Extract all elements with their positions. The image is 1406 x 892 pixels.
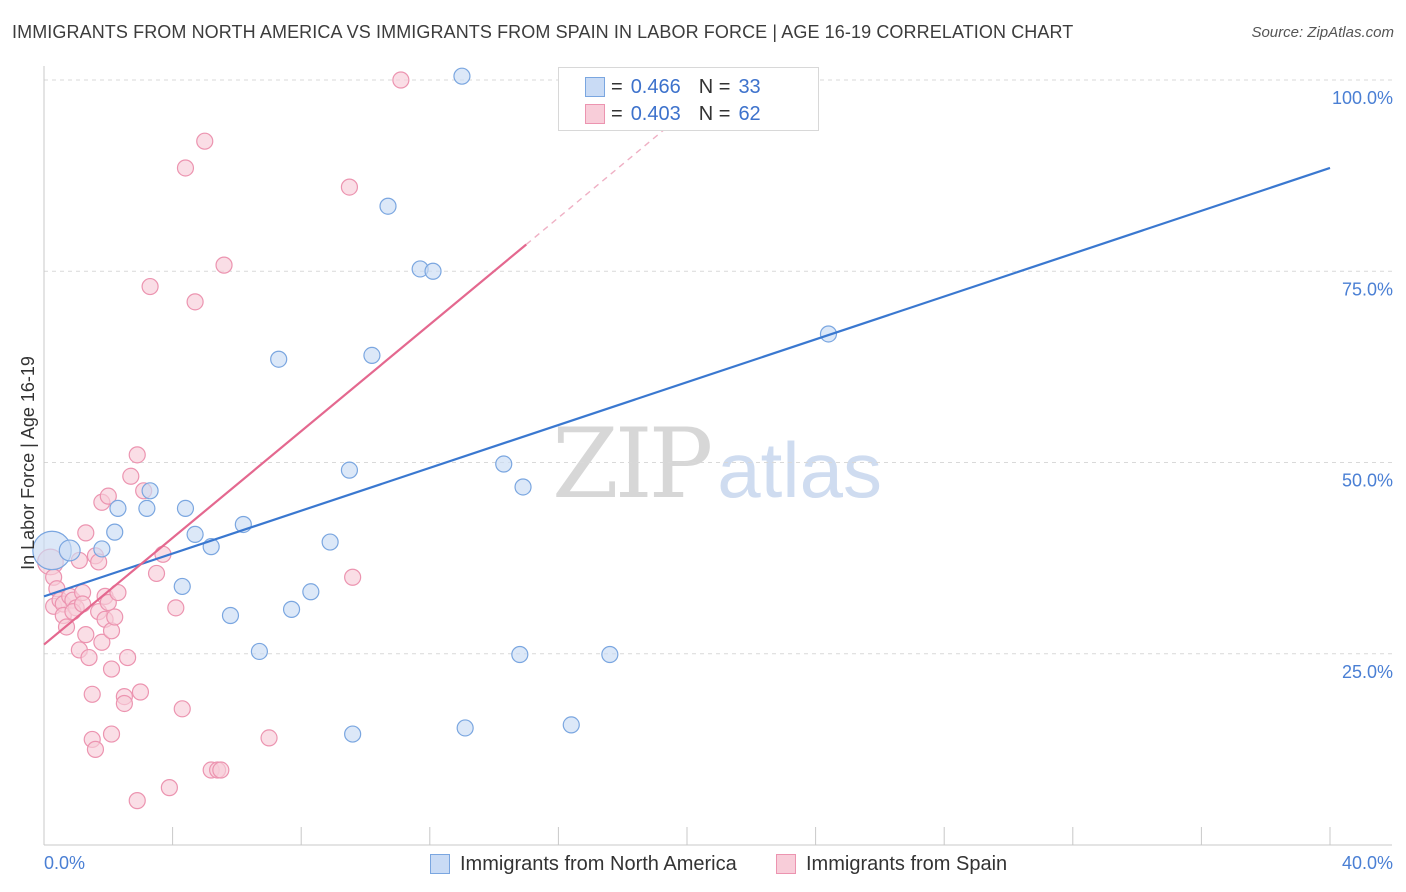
north-america-point — [302, 583, 320, 601]
spain-point — [392, 71, 410, 89]
legend-n-value: 33 — [738, 75, 761, 98]
legend-n-label: N = — [698, 75, 731, 98]
spain-point — [215, 256, 233, 274]
x-tick-label: 40.0% — [1342, 853, 1393, 873]
north-america-point — [176, 499, 195, 517]
north-america-point — [363, 346, 381, 364]
legend-row-north-america: R = 0.466 N = 33 — [585, 75, 761, 99]
north-america-point — [344, 725, 362, 743]
north-america-point — [453, 67, 471, 85]
y-tick-label: 75.0% — [1342, 279, 1393, 299]
y-tick-label: 25.0% — [1342, 662, 1393, 682]
legend-item-north-america: Immigrants from North America — [430, 851, 737, 877]
north-america-point — [173, 577, 191, 596]
spain-point — [73, 595, 92, 613]
north-america-point — [282, 600, 301, 618]
legend-label: Immigrants from North America — [460, 852, 737, 875]
spain-point — [102, 660, 121, 678]
spain-point — [128, 446, 146, 464]
spain-point — [77, 524, 95, 542]
legend-r-value: 0.466 — [630, 75, 681, 98]
correlation-legend: R = 0.466 N = 33 R = 0.403 N = 62 — [558, 67, 819, 131]
north-america-point — [58, 539, 81, 562]
north-america-point — [456, 719, 474, 737]
spain-point — [173, 700, 191, 718]
spain-trend-extension — [525, 110, 688, 246]
spain-point — [93, 633, 111, 651]
blue-swatch-icon — [585, 77, 605, 97]
spain-point — [106, 608, 124, 626]
legend-item-spain: Immigrants from Spain — [776, 851, 1007, 877]
source-credit: Source: ZipAtlas.com — [1251, 24, 1394, 41]
spain-point — [186, 293, 204, 311]
north-america-point — [186, 525, 204, 544]
spain-point — [122, 467, 140, 485]
spain-point — [196, 132, 214, 150]
legend-label: Immigrants from Spain — [806, 852, 1008, 875]
north-america-point — [514, 478, 532, 496]
north-america-point — [379, 197, 397, 215]
spain-point — [344, 568, 362, 586]
north-america-point — [106, 523, 124, 541]
north-america-point — [138, 499, 156, 517]
spain-point — [167, 599, 185, 617]
spain-point — [176, 159, 195, 177]
axes — [43, 66, 1392, 846]
legend-row-spain: R = 0.403 N = 62 — [585, 102, 761, 126]
north-america-point — [511, 645, 529, 664]
north-america-point — [221, 606, 240, 625]
spain-point — [77, 626, 95, 644]
north-america-points — [32, 67, 838, 743]
spain-point — [99, 487, 117, 505]
spain-point — [260, 729, 278, 747]
spain-point — [131, 683, 150, 701]
north-america-point — [93, 540, 111, 558]
legend-n-value: 62 — [738, 102, 761, 125]
tick-labels: 25.0% 50.0% 75.0% 100.0% 0.0% 40.0% In Labor F… — [18, 88, 1393, 873]
north-america-point — [424, 262, 442, 280]
spain-point — [83, 685, 101, 703]
spain-point — [102, 725, 121, 743]
spain-point — [340, 178, 359, 196]
spain-point — [160, 779, 178, 797]
north-america-point — [270, 350, 288, 368]
blue-swatch-icon — [430, 854, 450, 874]
north-america-point — [601, 645, 619, 664]
spain-point — [128, 792, 146, 810]
north-america-point — [340, 461, 359, 479]
trend-lines — [43, 110, 1331, 646]
north-america-point — [562, 716, 580, 734]
spain-point — [118, 648, 137, 667]
grid-lines — [44, 79, 1392, 655]
y-axis-title: In Labor Force | Age 16-19 — [18, 356, 38, 570]
north-america-point — [141, 482, 159, 500]
north-america-point — [495, 455, 513, 473]
north-america-point — [109, 499, 127, 517]
pink-swatch-icon — [776, 854, 796, 874]
pink-swatch-icon — [585, 104, 605, 124]
legend-n-label: N = — [698, 102, 731, 125]
spain-point — [86, 740, 105, 758]
spain-points — [37, 71, 410, 810]
north-america-point — [250, 642, 269, 661]
north-america-point — [321, 533, 339, 551]
north-america-trend-line — [43, 166, 1331, 598]
legend-r-value: 0.403 — [630, 102, 681, 125]
x-tick-label: 0.0% — [44, 853, 85, 873]
y-tick-label: 100.0% — [1332, 88, 1393, 108]
spain-point — [80, 648, 98, 667]
spain-point — [141, 277, 159, 296]
spain-trend-line — [43, 243, 527, 646]
spain-point — [147, 564, 166, 583]
spain-point — [212, 761, 230, 779]
chart-title: IMMIGRANTS FROM NORTH AMERICA VS IMMIGRA… — [12, 22, 1074, 42]
spain-point — [115, 694, 133, 713]
y-tick-label: 50.0% — [1342, 471, 1393, 491]
